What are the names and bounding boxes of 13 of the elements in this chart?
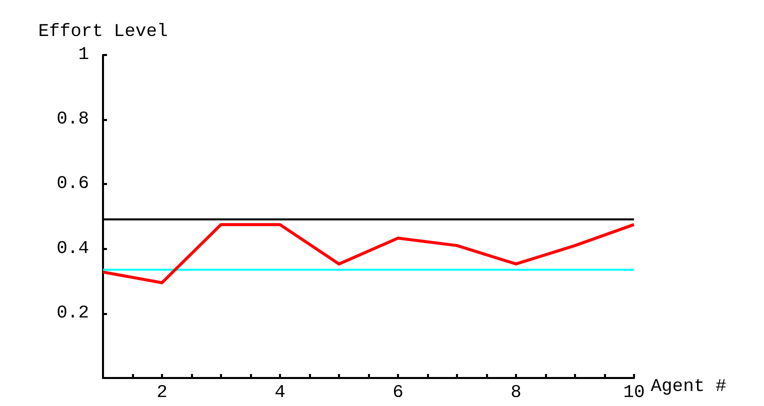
- y-tick-label: 0.6: [56, 174, 89, 194]
- x-tick-label: 4: [274, 383, 286, 403]
- x-tick-label: 6: [392, 383, 404, 403]
- y-tick-label: 0.8: [56, 110, 89, 130]
- y-tick-label: 0.2: [56, 303, 89, 324]
- y-tick-label: 0.4: [56, 238, 89, 259]
- x-axis-title: Agent #: [650, 377, 727, 397]
- x-tick-label: 2: [156, 383, 168, 403]
- y-tick-label: 1: [78, 45, 89, 65]
- x-tick-label: 8: [510, 383, 522, 403]
- x-tick-label: 10: [623, 383, 645, 403]
- y-axis-title: Effort Level: [38, 22, 168, 42]
- line-series: [102, 223, 636, 284]
